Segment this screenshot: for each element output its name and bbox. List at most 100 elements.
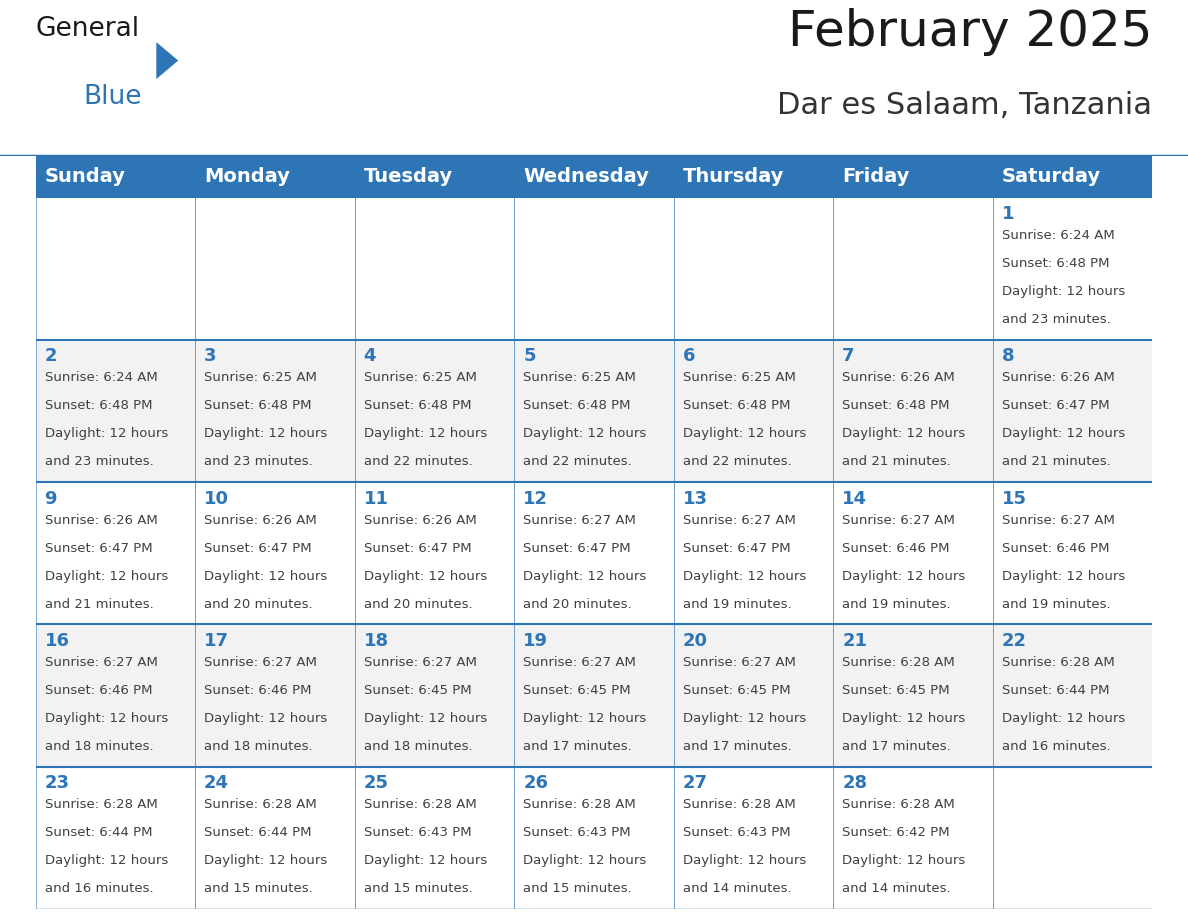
Text: Sunrise: 6:25 AM: Sunrise: 6:25 AM bbox=[523, 372, 636, 385]
Text: Daylight: 12 hours: Daylight: 12 hours bbox=[364, 428, 487, 441]
Bar bbox=[195, 624, 355, 767]
Text: and 15 minutes.: and 15 minutes. bbox=[364, 882, 473, 895]
Text: Sunset: 6:46 PM: Sunset: 6:46 PM bbox=[842, 542, 949, 554]
Bar bbox=[674, 197, 833, 340]
Bar bbox=[36, 624, 195, 767]
Bar bbox=[36, 482, 195, 624]
Text: Daylight: 12 hours: Daylight: 12 hours bbox=[1001, 570, 1125, 583]
Text: Sunset: 6:44 PM: Sunset: 6:44 PM bbox=[45, 826, 152, 839]
Text: 21: 21 bbox=[842, 632, 867, 650]
Bar bbox=[355, 767, 514, 909]
Text: Sunset: 6:45 PM: Sunset: 6:45 PM bbox=[842, 684, 950, 697]
Text: and 21 minutes.: and 21 minutes. bbox=[1001, 455, 1111, 468]
Text: and 17 minutes.: and 17 minutes. bbox=[842, 740, 950, 753]
Text: and 19 minutes.: and 19 minutes. bbox=[683, 598, 791, 610]
Bar bbox=[514, 340, 674, 482]
Bar bbox=[674, 156, 833, 197]
Text: and 14 minutes.: and 14 minutes. bbox=[683, 882, 791, 895]
Text: Sunset: 6:47 PM: Sunset: 6:47 PM bbox=[683, 542, 790, 554]
Text: 25: 25 bbox=[364, 774, 388, 792]
Text: and 17 minutes.: and 17 minutes. bbox=[683, 740, 791, 753]
Text: Daylight: 12 hours: Daylight: 12 hours bbox=[45, 855, 168, 868]
Text: Daylight: 12 hours: Daylight: 12 hours bbox=[204, 855, 328, 868]
Text: 22: 22 bbox=[1001, 632, 1026, 650]
Text: 14: 14 bbox=[842, 489, 867, 508]
Text: Sunset: 6:47 PM: Sunset: 6:47 PM bbox=[1001, 399, 1110, 412]
Text: 26: 26 bbox=[523, 774, 548, 792]
Text: and 20 minutes.: and 20 minutes. bbox=[364, 598, 473, 610]
Text: Daylight: 12 hours: Daylight: 12 hours bbox=[523, 712, 646, 725]
Text: Sunrise: 6:25 AM: Sunrise: 6:25 AM bbox=[364, 372, 476, 385]
Bar bbox=[993, 482, 1152, 624]
Text: Sunset: 6:44 PM: Sunset: 6:44 PM bbox=[1001, 684, 1110, 697]
Bar bbox=[195, 482, 355, 624]
Text: and 14 minutes.: and 14 minutes. bbox=[842, 882, 950, 895]
Text: Sunrise: 6:27 AM: Sunrise: 6:27 AM bbox=[45, 655, 158, 669]
Text: Sunset: 6:43 PM: Sunset: 6:43 PM bbox=[523, 826, 631, 839]
Text: Sunset: 6:45 PM: Sunset: 6:45 PM bbox=[364, 684, 472, 697]
Text: 1: 1 bbox=[1001, 205, 1015, 223]
Text: 2: 2 bbox=[45, 347, 57, 365]
Text: Sunrise: 6:27 AM: Sunrise: 6:27 AM bbox=[683, 514, 796, 527]
Bar bbox=[833, 624, 993, 767]
Text: and 18 minutes.: and 18 minutes. bbox=[364, 740, 473, 753]
Text: Sunrise: 6:27 AM: Sunrise: 6:27 AM bbox=[1001, 514, 1114, 527]
Text: Sunrise: 6:28 AM: Sunrise: 6:28 AM bbox=[842, 655, 955, 669]
Bar bbox=[195, 197, 355, 340]
Text: Daylight: 12 hours: Daylight: 12 hours bbox=[523, 855, 646, 868]
Bar bbox=[993, 197, 1152, 340]
Text: Thursday: Thursday bbox=[683, 167, 784, 186]
Text: Sunset: 6:48 PM: Sunset: 6:48 PM bbox=[45, 399, 152, 412]
Text: and 19 minutes.: and 19 minutes. bbox=[1001, 598, 1111, 610]
Text: and 20 minutes.: and 20 minutes. bbox=[523, 598, 632, 610]
Text: 5: 5 bbox=[523, 347, 536, 365]
Polygon shape bbox=[157, 42, 178, 79]
Text: Friday: Friday bbox=[842, 167, 910, 186]
Text: Sunrise: 6:26 AM: Sunrise: 6:26 AM bbox=[842, 372, 955, 385]
Text: Sunset: 6:43 PM: Sunset: 6:43 PM bbox=[364, 826, 472, 839]
Bar bbox=[833, 482, 993, 624]
Bar bbox=[514, 197, 674, 340]
Text: Daylight: 12 hours: Daylight: 12 hours bbox=[523, 428, 646, 441]
Bar bbox=[36, 156, 195, 197]
Text: 9: 9 bbox=[45, 489, 57, 508]
Text: General: General bbox=[36, 17, 140, 42]
Text: and 22 minutes.: and 22 minutes. bbox=[683, 455, 791, 468]
Bar bbox=[833, 156, 993, 197]
Text: and 16 minutes.: and 16 minutes. bbox=[45, 882, 153, 895]
Text: and 21 minutes.: and 21 minutes. bbox=[45, 598, 153, 610]
Text: Sunrise: 6:27 AM: Sunrise: 6:27 AM bbox=[523, 514, 636, 527]
Bar bbox=[674, 624, 833, 767]
Text: Sunrise: 6:28 AM: Sunrise: 6:28 AM bbox=[364, 798, 476, 812]
Text: Sunrise: 6:28 AM: Sunrise: 6:28 AM bbox=[523, 798, 636, 812]
Text: Daylight: 12 hours: Daylight: 12 hours bbox=[683, 855, 805, 868]
Text: Sunset: 6:48 PM: Sunset: 6:48 PM bbox=[1001, 257, 1110, 270]
Text: Daylight: 12 hours: Daylight: 12 hours bbox=[842, 712, 966, 725]
Text: Sunrise: 6:28 AM: Sunrise: 6:28 AM bbox=[842, 798, 955, 812]
Bar bbox=[36, 340, 195, 482]
Text: Sunset: 6:44 PM: Sunset: 6:44 PM bbox=[204, 826, 311, 839]
Bar bbox=[514, 767, 674, 909]
Text: 19: 19 bbox=[523, 632, 548, 650]
Text: 10: 10 bbox=[204, 489, 229, 508]
Text: Daylight: 12 hours: Daylight: 12 hours bbox=[364, 712, 487, 725]
Text: Sunset: 6:43 PM: Sunset: 6:43 PM bbox=[683, 826, 790, 839]
Text: Blue: Blue bbox=[83, 84, 141, 110]
Text: 17: 17 bbox=[204, 632, 229, 650]
Bar bbox=[993, 624, 1152, 767]
Bar bbox=[355, 624, 514, 767]
Text: 28: 28 bbox=[842, 774, 867, 792]
Text: Daylight: 12 hours: Daylight: 12 hours bbox=[842, 855, 966, 868]
Text: 13: 13 bbox=[683, 489, 708, 508]
Text: and 23 minutes.: and 23 minutes. bbox=[1001, 313, 1111, 326]
Text: and 23 minutes.: and 23 minutes. bbox=[45, 455, 153, 468]
Text: Sunrise: 6:26 AM: Sunrise: 6:26 AM bbox=[1001, 372, 1114, 385]
Text: 7: 7 bbox=[842, 347, 854, 365]
Bar bbox=[195, 767, 355, 909]
Bar bbox=[36, 767, 195, 909]
Text: 6: 6 bbox=[683, 347, 695, 365]
Text: Sunrise: 6:28 AM: Sunrise: 6:28 AM bbox=[45, 798, 157, 812]
Text: Sunset: 6:48 PM: Sunset: 6:48 PM bbox=[204, 399, 311, 412]
Text: Sunrise: 6:24 AM: Sunrise: 6:24 AM bbox=[45, 372, 157, 385]
Text: and 17 minutes.: and 17 minutes. bbox=[523, 740, 632, 753]
